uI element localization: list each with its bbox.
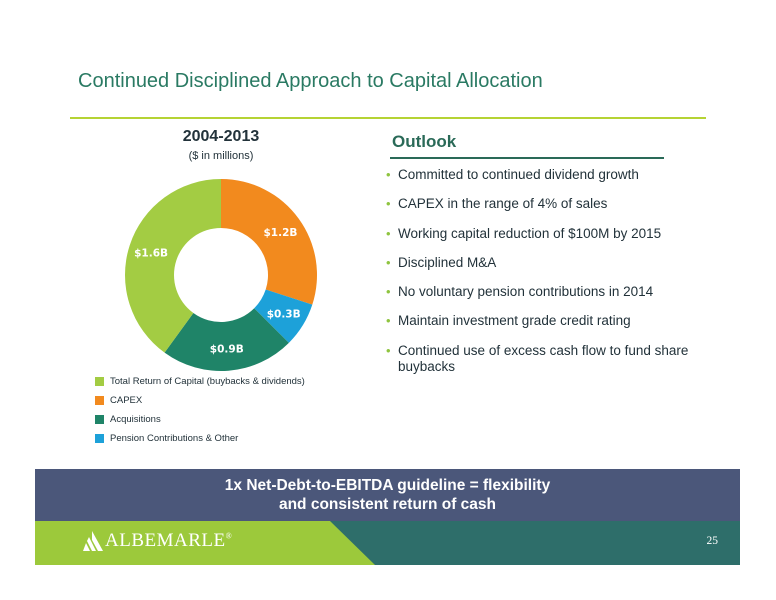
bullet-dot-icon: • [386, 167, 391, 182]
bullet-item: • Maintain investment grade credit rating [386, 313, 736, 329]
bullet-dot-icon: • [386, 225, 391, 241]
bullet-text: Committed to continued dividend growth [398, 167, 639, 182]
legend-label: Pension Contributions & Other [110, 433, 239, 444]
bullet-dot-icon: • [386, 196, 391, 212]
legend-swatch [95, 377, 104, 386]
outlook-bullets: • Committed to continued dividend growth … [386, 167, 736, 388]
page-number: 25 [706, 535, 719, 547]
bullet-text: Maintain investment grade credit rating [398, 313, 631, 329]
donut-chart: $1.2B $0.3B $0.9B $1.6B [125, 179, 317, 371]
bullet-dot-icon: • [386, 342, 391, 358]
slide-title: Continued Disciplined Approach to Capita… [78, 70, 543, 92]
donut-slice-2 [254, 289, 313, 343]
bullet-text: No voluntary pension contributions in 20… [398, 284, 654, 300]
bullet-text: CAPEX in the range of 4% of sales [398, 196, 608, 212]
legend-item: Total Return of Capital (buybacks & divi… [95, 372, 305, 391]
legend-item: Acquisitions [95, 410, 305, 429]
legend-label: Acquisitions [110, 414, 161, 425]
chart-title: 2004-2013 [182, 128, 260, 145]
legend-item: Pension Contributions & Other [95, 429, 305, 448]
footer-bar: ALBEMARLE® 25 [35, 521, 740, 565]
legend-swatch [95, 415, 104, 424]
donut-slice-1 [221, 179, 317, 305]
legend-item: CAPEX [95, 391, 305, 410]
slice-data-label: $0.3B [267, 308, 301, 320]
chart-subtitle: ($ in millions) [188, 150, 254, 162]
legend-swatch [95, 396, 104, 405]
bullet-text: Working capital reduction of $100M by 20… [398, 225, 662, 241]
guideline-banner: 1x Net-Debt-to-EBITDA guideline = flexib… [35, 469, 740, 521]
donut-slice-3 [164, 308, 289, 371]
albemarle-logo-icon [83, 531, 103, 551]
title-divider [70, 117, 706, 119]
chart-legend: Total Return of Capital (buybacks & divi… [95, 372, 305, 448]
legend-label: Total Return of Capital (buybacks & divi… [110, 376, 305, 387]
bullet-dot-icon: • [386, 313, 391, 329]
footer-background [35, 521, 740, 565]
banner-line-2: and consistent return of cash [278, 496, 497, 513]
bullet-item: • Working capital reduction of $100M by 2… [386, 226, 736, 242]
bullet-item: • Disciplined M&A [386, 255, 736, 271]
legend-swatch [95, 434, 104, 443]
legend-label: CAPEX [110, 395, 143, 406]
company-logo: ALBEMARLE® [83, 530, 232, 552]
slice-data-label: $0.9B [210, 343, 244, 355]
bullet-item: • Committed to continued dividend growth [386, 167, 736, 183]
bullet-dot-icon: • [386, 254, 391, 270]
outlook-divider [390, 157, 664, 159]
bullet-text: Disciplined M&A [398, 254, 497, 270]
bullet-item: • Continued use of excess cash flow to fu… [386, 343, 736, 375]
bullet-item: • No voluntary pension contributions in 2… [386, 284, 736, 300]
bullet-text: Continued use of excess cash flow to fun… [398, 342, 689, 374]
bullet-item: • CAPEX in the range of 4% of sales [386, 196, 736, 212]
bullet-dot-icon: • [386, 284, 391, 300]
donut-slice-4 [125, 179, 221, 353]
outlook-title: Outlook [392, 132, 457, 151]
banner-line-1: 1x Net-Debt-to-EBITDA guideline = flexib… [224, 477, 551, 494]
slice-data-label: $1.6B [134, 247, 168, 259]
slice-data-label: $1.2B [264, 227, 298, 239]
logo-text: ALBEMARLE® [105, 530, 233, 551]
